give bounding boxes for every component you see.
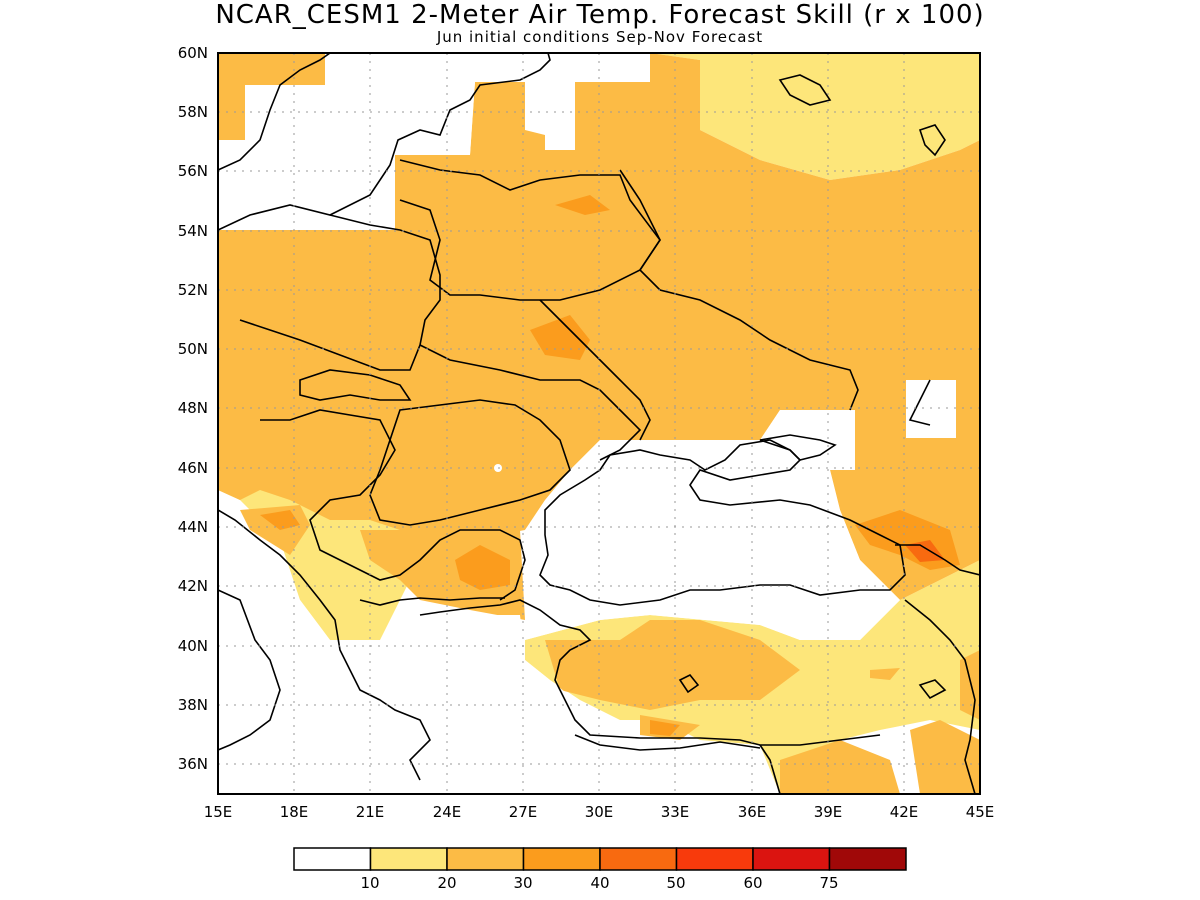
- no-skill-hole: [218, 53, 525, 230]
- skill-region-20-30: [245, 53, 325, 85]
- lon-tick-label: 18E: [280, 803, 309, 821]
- border-ukraine-west: [419, 344, 642, 461]
- border-belarus: [399, 159, 661, 301]
- skill-region-30-40: [555, 195, 610, 215]
- gridlines: [218, 53, 980, 794]
- skill-field: [218, 53, 980, 794]
- skill-region-30-40: [530, 315, 590, 360]
- skill-region-30-40: [650, 720, 680, 736]
- colorbar-label: 40: [590, 874, 609, 892]
- border-ukraine-russia: [619, 169, 859, 411]
- lon-tick-label: 42E: [890, 803, 919, 821]
- lon-tick-label: 45E: [966, 803, 995, 821]
- colorbar: 10 20 30 40 50 60 75: [293, 847, 907, 892]
- coastlines-and-borders: [218, 53, 980, 794]
- colorbar-swatch: [675, 847, 754, 871]
- lat-tick-label: 58N: [178, 103, 208, 121]
- colorbar-swatch: [446, 847, 525, 871]
- skill-region-20-30: [870, 668, 900, 680]
- skill-region-20-30: [910, 720, 980, 794]
- no-skill-hole: [545, 82, 575, 140]
- colorbar-swatch: [522, 847, 601, 871]
- lake-rybinsk: [918, 124, 946, 157]
- lat-tick-label: 54N: [178, 222, 208, 240]
- colorbar-label: 20: [437, 874, 456, 892]
- longitude-axis: 15E 18E 21E 24E 27E 30E 33E 36E 39E 42E …: [204, 803, 995, 821]
- lon-tick-label: 39E: [814, 803, 843, 821]
- adriatic-coast: [218, 509, 431, 781]
- lat-tick-label: 60N: [178, 44, 208, 62]
- lat-tick-label: 48N: [178, 399, 208, 417]
- border-turkey-east: [904, 599, 976, 794]
- italy-coast: [218, 589, 281, 751]
- lat-tick-label: 50N: [178, 340, 208, 358]
- lon-tick-label: 15E: [204, 803, 233, 821]
- dnieper-river: [539, 299, 651, 441]
- skill-region-30-40: [260, 510, 300, 530]
- colorbar-swatch: [599, 847, 678, 871]
- colorbar-swatch: [293, 847, 372, 871]
- border-bulgaria-greece: [359, 597, 505, 606]
- map-subtitle: Jun initial conditions Sep-Nov Forecast: [436, 28, 764, 46]
- colorbar-label: 50: [666, 874, 685, 892]
- map-frame: [217, 52, 981, 795]
- azov-sea-coast: [759, 434, 837, 461]
- skill-region-20-30: [545, 620, 800, 710]
- lon-tick-label: 33E: [661, 803, 690, 821]
- scandinavia-coast: [218, 53, 331, 171]
- lat-tick-label: 44N: [178, 518, 208, 536]
- map-title: NCAR_CESM1 2-Meter Air Temp. Forecast Sk…: [215, 0, 985, 30]
- border-balkans: [260, 409, 526, 601]
- skill-region-30-40: [455, 545, 510, 590]
- colorbar-label: 10: [360, 874, 379, 892]
- lake-tuz: [678, 673, 700, 694]
- lake-onega: [778, 74, 832, 106]
- lat-tick-label: 46N: [178, 459, 208, 477]
- black-sea-coast: [539, 439, 906, 606]
- skill-region-10-20: [700, 53, 980, 180]
- lon-tick-label: 24E: [433, 803, 462, 821]
- lat-tick-label: 52N: [178, 281, 208, 299]
- lon-tick-label: 36E: [738, 803, 767, 821]
- border-romania: [369, 399, 571, 526]
- border-hungary-slovakia: [299, 369, 412, 401]
- colorbar-label: 60: [743, 874, 762, 892]
- baltic-coast: [218, 53, 551, 231]
- skill-region-20-30: [780, 740, 900, 794]
- border-poland: [239, 214, 441, 371]
- lon-tick-label: 21E: [356, 803, 385, 821]
- lake-van: [918, 679, 947, 700]
- volga-river: [908, 379, 931, 426]
- aegean-coast: [419, 599, 881, 746]
- colorbar-swatch: [369, 847, 448, 871]
- colorbar-label: 75: [819, 874, 838, 892]
- border-caucasus: [895, 544, 980, 576]
- lat-tick-label: 56N: [178, 162, 208, 180]
- no-skill-hole: [218, 600, 780, 794]
- lat-tick-label: 42N: [178, 577, 208, 595]
- colorbar-swatch: [752, 847, 831, 871]
- latitude-axis: 36N 38N 40N 42N 44N 46N 48N 50N 52N 54N …: [178, 44, 208, 773]
- skill-region-20-30: [218, 53, 245, 140]
- lat-tick-label: 38N: [178, 696, 208, 714]
- lon-tick-label: 27E: [509, 803, 538, 821]
- colorbar-swatch: [828, 847, 907, 871]
- skill-region-20-30: [960, 650, 980, 720]
- turkey-south-coast: [574, 734, 761, 751]
- lon-tick-label: 30E: [585, 803, 614, 821]
- no-skill-hole: [906, 380, 956, 438]
- colorbar-label: 30: [513, 874, 532, 892]
- border-syria: [759, 744, 781, 794]
- lat-tick-label: 36N: [178, 755, 208, 773]
- lat-tick-label: 40N: [178, 637, 208, 655]
